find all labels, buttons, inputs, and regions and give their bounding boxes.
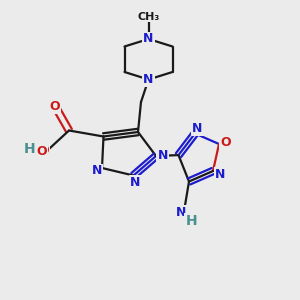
Text: H: H xyxy=(24,142,36,156)
Text: N: N xyxy=(192,122,203,136)
Text: N: N xyxy=(215,167,226,181)
Text: N: N xyxy=(158,148,168,162)
Text: N: N xyxy=(143,32,154,46)
Text: CH₃: CH₃ xyxy=(137,11,160,22)
Text: O: O xyxy=(220,136,231,149)
Text: O: O xyxy=(49,100,60,113)
Text: O: O xyxy=(38,143,49,157)
Text: O: O xyxy=(37,145,47,158)
Text: N: N xyxy=(143,73,154,86)
Text: H: H xyxy=(185,214,197,228)
Text: N: N xyxy=(130,176,140,189)
Text: N: N xyxy=(176,206,186,219)
Text: N: N xyxy=(92,164,102,178)
